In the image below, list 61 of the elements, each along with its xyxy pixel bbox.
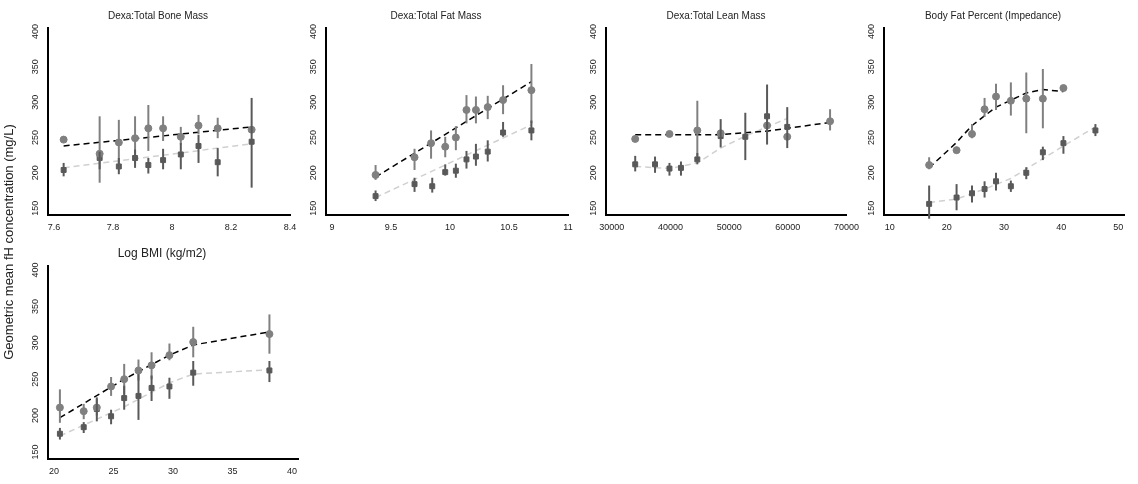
- x-tick-label: 60000: [775, 222, 801, 233]
- chart-title: Dexa:Total Bone Mass: [107, 9, 209, 21]
- y-tick-label: 200: [308, 165, 319, 181]
- y-tick-label: 200: [30, 165, 41, 181]
- y-tick-label: 250: [866, 129, 877, 146]
- x-tick-label: 40: [287, 466, 298, 477]
- chart-title: Body Fat Percent (Impedance): [924, 9, 1062, 21]
- x-tick-label: 50000: [716, 222, 742, 233]
- x-tick-label: 50: [1113, 222, 1124, 233]
- y-tick-label: 400: [866, 24, 877, 40]
- y-tick-label: 150: [588, 200, 599, 216]
- y-tick-label: 350: [588, 59, 599, 75]
- y-tick-label: 400: [30, 24, 41, 40]
- x-tick-label: 70000: [833, 222, 859, 233]
- x-tick-label: 9: [329, 222, 335, 233]
- x-tick-label: 10: [444, 222, 455, 233]
- y-tick-label: 150: [866, 200, 877, 216]
- y-tick-label: 350: [30, 59, 41, 75]
- y-tick-label: 300: [588, 94, 599, 110]
- x-tick-label: 11: [563, 222, 573, 233]
- y-tick-label: 400: [588, 24, 599, 40]
- x-tick-label: 40: [1056, 222, 1067, 233]
- x-tick-label: 25: [108, 466, 119, 477]
- x-tick-label: 20: [941, 222, 952, 233]
- y-tick-label: 150: [30, 444, 41, 460]
- y-tick-label: 300: [308, 94, 319, 110]
- y-tick-label: 200: [866, 165, 877, 181]
- y-tick-label: 350: [308, 59, 319, 75]
- x-tick-label: 7.6: [47, 222, 61, 233]
- y-tick-label: 250: [30, 371, 41, 387]
- chart-title: Dexa:Total Lean Mass: [666, 9, 766, 21]
- y-tick-label: 250: [588, 129, 599, 146]
- y-tick-label: 150: [30, 200, 41, 216]
- x-tick-label: 8.2: [224, 222, 238, 233]
- y-tick-label: 300: [30, 335, 41, 351]
- x-tick-label: 10: [884, 222, 895, 233]
- x-tick-label: 7.8: [106, 222, 120, 233]
- x-tick-label: 9.5: [384, 222, 398, 233]
- y-tick-label: 150: [308, 200, 319, 216]
- chart-title: Log BMI (kg/m2): [117, 245, 207, 260]
- y-tick-label: 250: [30, 129, 41, 146]
- x-tick-label: 30: [167, 466, 179, 477]
- y-tick-label: 200: [588, 165, 599, 181]
- x-tick-label: 10.5: [500, 222, 518, 233]
- y-tick-label: 300: [30, 94, 41, 110]
- y-tick-label: 350: [30, 298, 41, 314]
- x-tick-label: 30: [998, 222, 1010, 233]
- y-tick-label: 400: [30, 262, 41, 278]
- x-tick-label: 8: [169, 222, 175, 233]
- chart-title: Dexa:Total Fat Mass: [390, 9, 482, 21]
- y-tick-label: 350: [866, 59, 877, 75]
- y-tick-label: 400: [308, 24, 319, 40]
- y-axis-title: Geometric mean fH concentration (mg/L): [0, 124, 16, 360]
- y-tick-label: 200: [30, 408, 41, 424]
- x-tick-label: 35: [227, 466, 238, 477]
- y-tick-label: 300: [866, 94, 877, 110]
- x-tick-label: 20: [48, 466, 59, 477]
- x-tick-label: 8.4: [283, 222, 297, 233]
- y-tick-label: 250: [308, 129, 319, 146]
- x-tick-label: 30000: [599, 222, 625, 233]
- x-tick-label: 40000: [658, 222, 684, 233]
